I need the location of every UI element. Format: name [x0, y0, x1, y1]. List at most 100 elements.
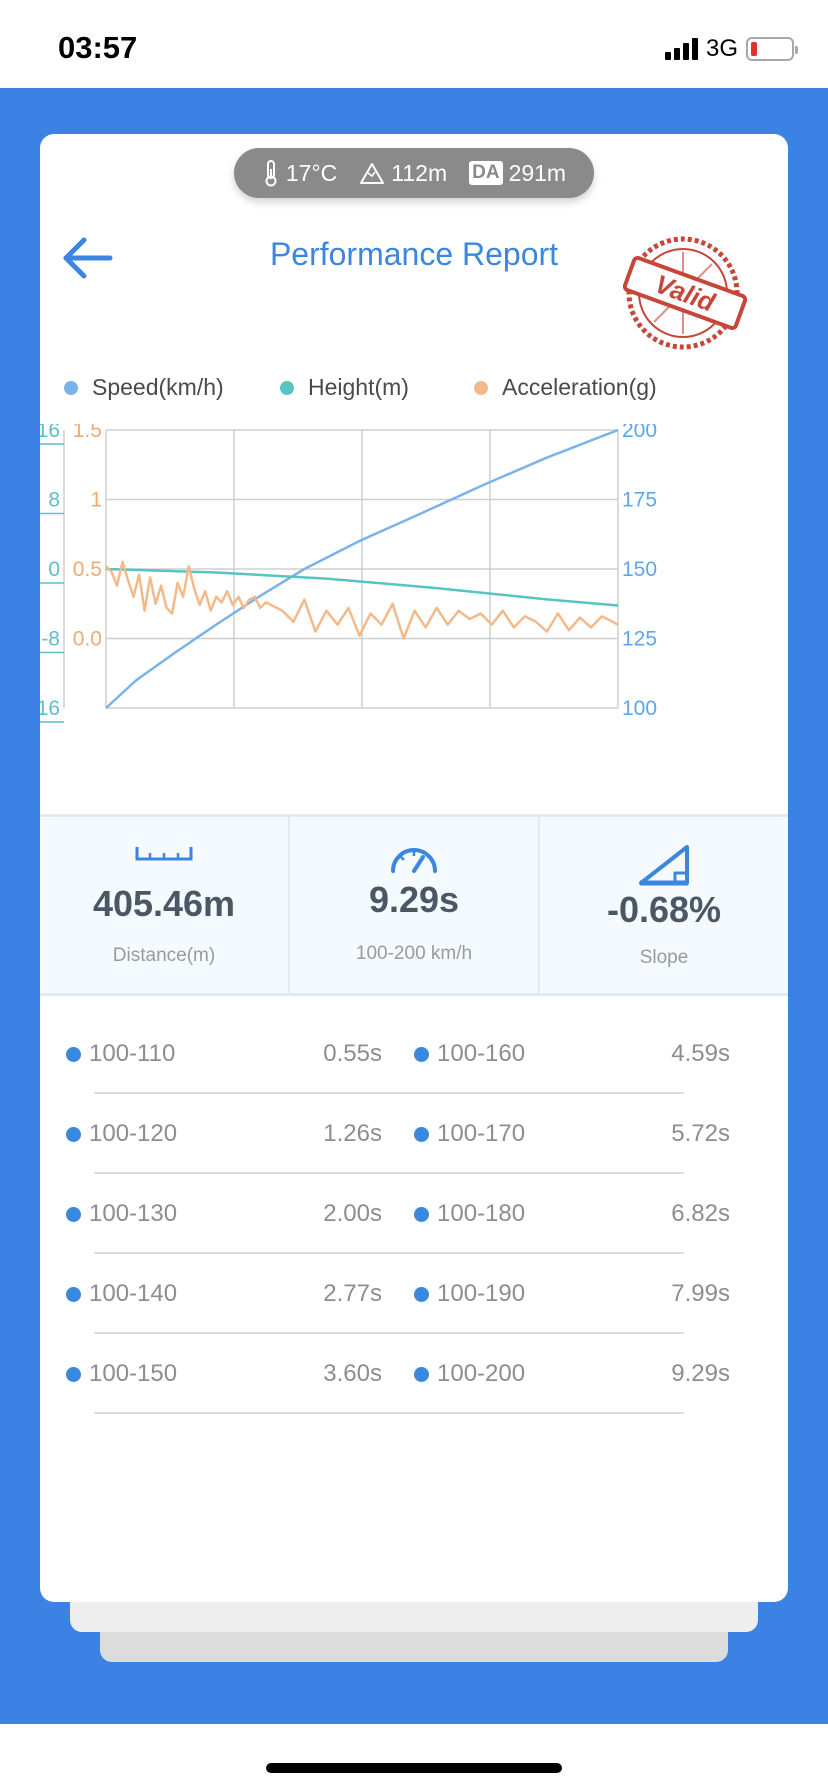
legend-dot-height [280, 380, 294, 395]
split-time: 7.99s [671, 1280, 730, 1307]
height-tick-label: 16 [40, 424, 60, 442]
stat-distance: 405.46m Distance(m) [40, 817, 288, 993]
split-range: 100-190 [437, 1280, 526, 1307]
stat-time: 9.29s 100-200 km/h [288, 817, 538, 993]
height-tick-label: 0 [48, 558, 60, 581]
height-tick-label: -16 [40, 697, 60, 720]
speed-tick-label: 200 [622, 424, 657, 442]
split-time: 5.72s [671, 1120, 730, 1147]
legend-item-acceleration: Acceleration(g) [474, 374, 657, 401]
ruler-icon [135, 847, 193, 861]
split-time: 2.00s [323, 1200, 382, 1227]
legend-dot-speed [64, 380, 78, 395]
distance-value: 405.46m [92, 883, 236, 924]
split-label: 100-140 [66, 1254, 177, 1334]
split-label: 100-150 [66, 1334, 177, 1414]
thermometer-icon [265, 160, 277, 187]
split-row: 100-110 0.55s 100-160 4.59s [40, 1014, 788, 1094]
environment-pill: 17°C 112m DA 291m [234, 148, 594, 198]
series-line-height [105, 567, 619, 607]
split-dot-icon [414, 1126, 429, 1142]
split-range: 100-180 [437, 1200, 526, 1227]
split-label: 100-120 [66, 1094, 177, 1174]
split-dot-icon [414, 1206, 429, 1222]
split-time: 2.77s [323, 1280, 382, 1307]
split-dot-icon [66, 1046, 81, 1062]
slope-value: -0.68% [606, 889, 722, 930]
split-time: 4.59s [671, 1040, 730, 1067]
split-range: 100-130 [89, 1200, 178, 1227]
legend-dot-acceleration [474, 380, 488, 395]
da-badge: DA [469, 161, 503, 185]
split-dot-icon [66, 1366, 81, 1382]
split-dot-icon [414, 1366, 429, 1382]
acceleration-tick-label: 1 [90, 489, 102, 512]
battery-icon [746, 37, 798, 61]
split-dot-icon [66, 1286, 81, 1302]
split-range: 100-140 [89, 1280, 178, 1307]
battery-level [751, 42, 757, 56]
split-row: 100-120 1.26s 100-170 5.72s [40, 1094, 788, 1174]
speed-tick-label: 100 [622, 697, 657, 720]
back-button[interactable] [58, 230, 118, 286]
report-card: 17°C 112m DA 291m Performance Report [40, 134, 788, 1602]
chart-legend: Speed(km/h) Height(m) Acceleration(g) [64, 374, 764, 414]
altitude-item: 112m [359, 160, 447, 187]
arrow-left-icon [63, 237, 113, 279]
series-line-speed [105, 428, 619, 709]
split-time: 1.26s [323, 1120, 382, 1147]
split-range: 100-170 [437, 1120, 526, 1147]
speed-tick-label: 175 [622, 489, 657, 512]
legend-item-height: Height(m) [280, 374, 409, 401]
density-altitude-value: 291m [508, 159, 567, 186]
time-label: 100-200 km/h [355, 943, 473, 964]
legend-label-acceleration: Acceleration(g) [502, 374, 657, 400]
split-row: 100-130 2.00s 100-180 6.82s [40, 1174, 788, 1254]
split-range: 100-200 [437, 1360, 526, 1387]
split-label: 100-180 [414, 1174, 525, 1254]
stat-slope: -0.68% Slope [538, 817, 788, 993]
page-title: Performance Report [269, 236, 559, 272]
legend-item-speed: Speed(km/h) [64, 374, 224, 401]
split-range: 100-110 [89, 1040, 176, 1067]
height-tick-label: -8 [41, 628, 60, 651]
slope-icon [639, 845, 689, 886]
split-time: 9.29s [671, 1360, 730, 1387]
valid-stamp-icon: Valid [622, 236, 748, 350]
split-label: 100-170 [414, 1094, 525, 1174]
distance-label: Distance(m) [112, 945, 216, 966]
row-divider [94, 1092, 684, 1094]
home-indicator[interactable] [266, 1763, 562, 1773]
acceleration-tick-label: 0.0 [73, 628, 102, 651]
split-label: 100-130 [66, 1174, 177, 1254]
split-dot-icon [414, 1286, 429, 1302]
split-label: 100-110 [66, 1014, 175, 1094]
status-bar: 03:57 3G [0, 0, 828, 88]
split-dot-icon [414, 1046, 429, 1062]
split-label: 100-200 [414, 1334, 525, 1414]
temperature-item: 17°C [262, 159, 337, 187]
split-time: 0.55s [323, 1040, 382, 1067]
series-line-accel [105, 560, 619, 640]
split-range: 100-150 [89, 1360, 178, 1387]
split-row: 100-140 2.77s 100-190 7.99s [40, 1254, 788, 1334]
row-divider [94, 1412, 684, 1414]
legend-label-height: Height(m) [308, 374, 409, 400]
status-time: 03:57 [58, 30, 138, 65]
height-tick-label: 8 [48, 489, 60, 512]
split-dot-icon [66, 1206, 81, 1222]
network-type: 3G [705, 35, 738, 62]
signal-icon [664, 38, 698, 60]
stats-bar: 405.46m Distance(m) 9.29s 100-200 km/h -… [40, 814, 788, 996]
split-row: 100-150 3.60s 100-200 9.29s [40, 1334, 788, 1414]
split-dot-icon [66, 1126, 81, 1142]
performance-chart: 16 8 0 -8 -16 1.5 1 0.5 0.0 200 175 150 125 100 [40, 424, 657, 723]
density-altitude-item: DA 291m [469, 160, 566, 187]
acceleration-tick-label: 1.5 [73, 424, 102, 442]
split-time: 6.82s [671, 1200, 730, 1227]
split-label: 100-160 [414, 1014, 525, 1094]
speed-tick-label: 125 [622, 628, 657, 651]
time-value: 9.29s [368, 879, 460, 920]
mountain-icon [360, 163, 385, 184]
split-label: 100-190 [414, 1254, 525, 1334]
